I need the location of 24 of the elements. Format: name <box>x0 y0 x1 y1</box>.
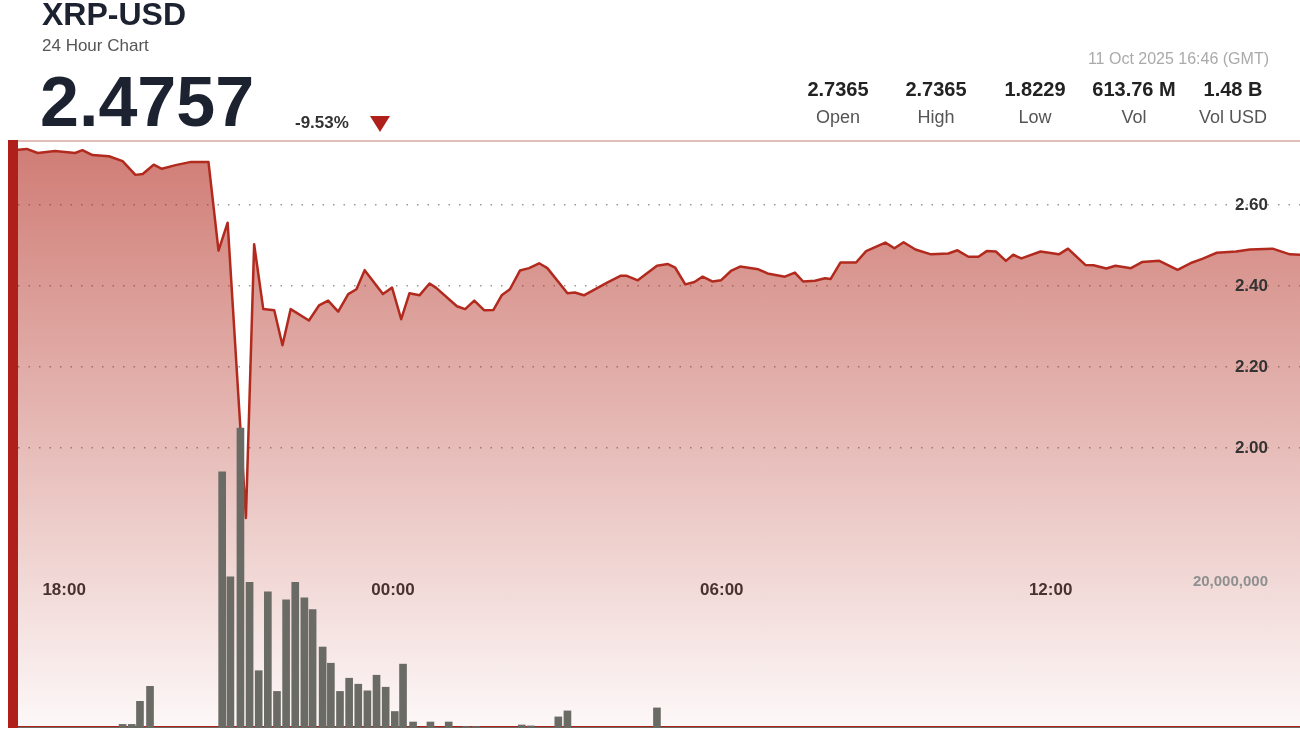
x-tick-label: 00:00 <box>371 580 415 600</box>
text: Vol USD <box>1198 107 1268 128</box>
annotation: 20,000,000 <box>1192 572 1268 589</box>
text: Vol <box>1120 107 1148 128</box>
x-tick-label: 18:00 <box>42 580 86 600</box>
text: High <box>916 107 956 128</box>
text: Open <box>814 107 861 128</box>
chart-title: XRP-USD <box>42 0 187 33</box>
text: 2.7365 <box>904 78 968 101</box>
text: 2.7365 <box>806 78 870 101</box>
text: 11 Oct 2025 16:46 (GMT) <box>1087 50 1269 68</box>
y-tick-label: 2.40 <box>1234 275 1268 295</box>
y-tick-label: 2.00 <box>1234 437 1268 457</box>
text: Low <box>1017 107 1053 128</box>
y-tick-label: 2.60 <box>1234 194 1268 214</box>
annotation: 2.4757 <box>40 62 255 142</box>
text: 613.76 M <box>1091 78 1177 101</box>
text: -9.53% <box>295 113 349 133</box>
text: 1.48 B <box>1202 78 1264 101</box>
x-tick-label: 06:00 <box>700 580 744 600</box>
x-tick-label: 12:00 <box>1028 580 1073 600</box>
text: 1.8229 <box>1003 78 1067 101</box>
chart-subtitle: 24 Hour Chart <box>42 36 149 56</box>
y-tick-label: 2.20 <box>1234 356 1268 376</box>
